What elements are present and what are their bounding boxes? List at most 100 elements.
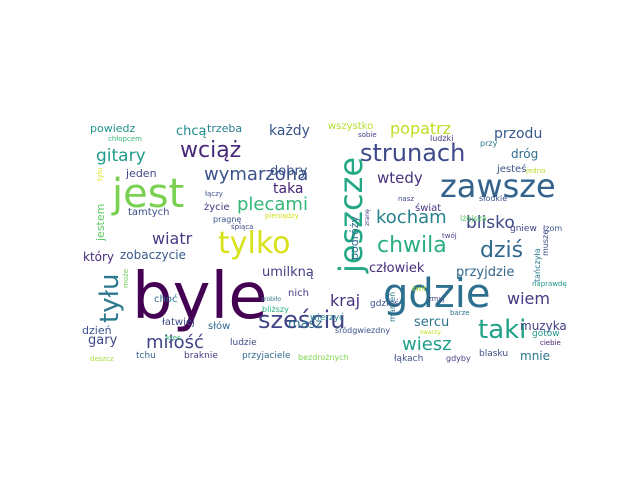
cloud-word: taka <box>273 181 304 197</box>
cloud-word: jeden <box>125 167 157 180</box>
cloud-word: nich <box>288 288 309 299</box>
cloud-word: gdyby <box>446 354 471 363</box>
cloud-word: chcą <box>176 124 207 139</box>
cloud-word: wiatr <box>152 229 193 248</box>
cloud-word: umilkną <box>262 265 314 280</box>
cloud-word: choć <box>154 293 177 305</box>
cloud-word: wtedy <box>377 169 423 187</box>
cloud-word: marzeń <box>388 292 397 322</box>
cloud-word: słów <box>208 320 230 332</box>
cloud-word: swarzy <box>420 329 441 336</box>
cloud-word: trzeba <box>207 122 242 135</box>
cloud-word: lżejsza <box>460 214 487 223</box>
cloud-word: plecami <box>237 194 308 215</box>
cloud-word: wiem <box>507 289 550 308</box>
cloud-word: może <box>122 269 130 288</box>
cloud-word: zobaczycie <box>120 248 186 262</box>
cloud-word: tamtych <box>128 207 169 218</box>
cloud-word: barze <box>450 309 470 317</box>
cloud-word: dróg <box>511 147 538 161</box>
cloud-word: świat <box>415 202 441 214</box>
cloud-word: śpiąca <box>231 223 253 231</box>
cloud-word: gdzieś <box>370 298 399 309</box>
cloud-word: bliższy <box>262 305 289 314</box>
cloud-word: jest <box>111 171 184 217</box>
cloud-word: nasz <box>398 195 414 203</box>
cloud-word: ludzki <box>430 134 453 143</box>
cloud-word: sercu <box>414 315 449 330</box>
cloud-word: wierzyć <box>310 312 344 323</box>
cloud-word: gdzie <box>383 271 491 317</box>
cloud-word: człowiek <box>369 261 425 276</box>
cloud-word: jedno <box>525 167 545 175</box>
cloud-word: jeszcze <box>332 157 370 274</box>
cloud-word: podróży <box>348 216 361 260</box>
cloud-word: przyjdzie <box>456 265 514 280</box>
cloud-word: przodu <box>494 126 542 142</box>
cloud-word: gary <box>88 333 118 348</box>
cloud-word: dziś <box>480 238 523 263</box>
cloud-word: powiedz <box>90 122 136 135</box>
cloud-word: tylu <box>96 168 104 181</box>
cloud-word: zmyj <box>428 295 445 303</box>
cloud-word: masz <box>288 317 322 332</box>
cloud-word: tylko <box>218 226 291 261</box>
cloud-word: mnie <box>520 349 550 363</box>
cloud-word: jestem <box>94 204 107 242</box>
cloud-word: świt <box>412 285 426 293</box>
cloud-word: muszę <box>541 230 550 256</box>
cloud-word: śródgwiezdny <box>335 325 390 335</box>
cloud-word: gotów <box>532 328 560 339</box>
cloud-word: zranę <box>364 209 371 226</box>
cloud-word: chłopcem <box>108 135 142 143</box>
cloud-word: który <box>83 250 114 264</box>
cloud-word: strunach <box>360 139 465 167</box>
cloud-word: pieniądzy <box>265 212 299 220</box>
cloud-word: byle <box>132 260 268 334</box>
cloud-word: tańczyła <box>533 248 542 282</box>
cloud-word: blasku <box>479 349 508 359</box>
cloud-word: jesteś <box>496 163 526 175</box>
cloud-word: popatrz <box>390 119 451 138</box>
cloud-word: gitary <box>96 146 146 166</box>
cloud-word: blisko <box>466 213 515 233</box>
cloud-word: słodkie <box>479 194 507 203</box>
cloud-word: twój <box>442 232 457 240</box>
cloud-word: łzom <box>543 224 562 233</box>
cloud-word: ludzie <box>230 338 257 348</box>
cloud-word: braknie <box>184 351 218 361</box>
cloud-word: miłość <box>146 332 204 353</box>
cloud-word: przy <box>480 139 498 148</box>
cloud-word: wymarzona <box>204 164 308 185</box>
cloud-word: bezdrożnych <box>298 353 349 362</box>
cloud-word: łąkach <box>394 354 423 364</box>
cloud-word: sobie <box>358 131 377 139</box>
cloud-word: wszystko <box>328 121 373 132</box>
cloud-word: muzyka <box>520 319 567 333</box>
cloud-word: kraj <box>330 291 360 310</box>
cloud-word: gniew <box>510 224 537 234</box>
cloud-word: wciąż <box>180 138 241 163</box>
cloud-word: zrobiło <box>261 296 281 303</box>
cloud-word: każdy <box>269 123 310 139</box>
cloud-word: tyłu <box>95 274 125 323</box>
cloud-word: kres <box>166 334 181 342</box>
cloud-word: taki <box>478 315 526 345</box>
cloud-word: przyjaciele <box>242 351 291 361</box>
cloud-word: tchu <box>136 351 156 361</box>
cloud-word: dzień <box>82 324 112 337</box>
cloud-word: sześciu <box>258 306 345 334</box>
cloud-word: pragnę <box>213 215 241 224</box>
cloud-word: życie <box>204 202 230 213</box>
cloud-word: deszcz <box>90 355 114 363</box>
cloud-word: łatwiej <box>162 317 195 328</box>
cloud-word: chwila <box>377 233 447 258</box>
cloud-word: wiesz <box>402 334 452 355</box>
cloud-word: dobry <box>270 164 308 179</box>
cloud-word: łączy <box>205 190 223 198</box>
cloud-word: ciebie <box>540 339 561 347</box>
cloud-word: kocham <box>376 207 447 228</box>
cloud-word: zawsze <box>440 167 556 205</box>
cloud-word: naprawdę <box>532 280 567 288</box>
